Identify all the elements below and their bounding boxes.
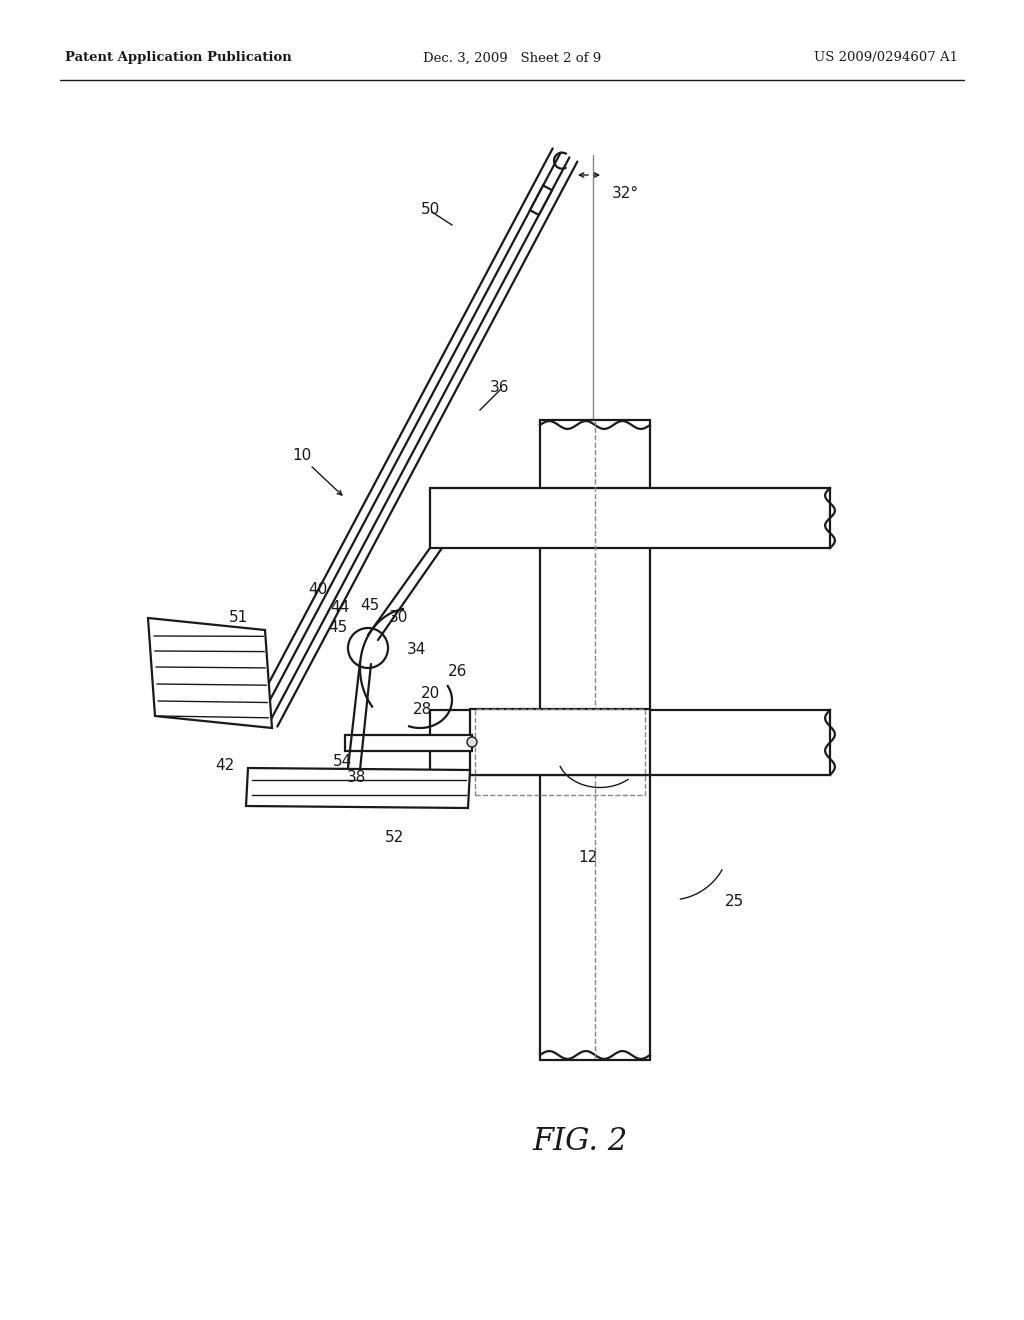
Text: 12: 12 bbox=[579, 850, 598, 866]
Text: 26: 26 bbox=[449, 664, 468, 678]
Bar bbox=[430, 488, 830, 548]
Text: 44: 44 bbox=[331, 601, 349, 615]
Bar bbox=[430, 710, 830, 775]
Text: 10: 10 bbox=[293, 447, 311, 462]
Text: 25: 25 bbox=[725, 895, 744, 909]
Text: 54: 54 bbox=[334, 755, 352, 770]
Bar bbox=[345, 735, 472, 751]
Text: 28: 28 bbox=[413, 702, 432, 718]
Text: 50: 50 bbox=[421, 202, 439, 218]
Text: FIG. 2: FIG. 2 bbox=[532, 1126, 628, 1158]
Text: 36: 36 bbox=[490, 380, 510, 396]
Text: 38: 38 bbox=[346, 771, 366, 785]
Bar bbox=[470, 709, 650, 775]
Text: 20: 20 bbox=[421, 686, 439, 701]
Text: 51: 51 bbox=[228, 610, 248, 626]
Text: 45: 45 bbox=[329, 620, 347, 635]
Text: Patent Application Publication: Patent Application Publication bbox=[65, 51, 292, 65]
Polygon shape bbox=[148, 618, 272, 729]
Text: 42: 42 bbox=[215, 758, 234, 772]
Text: 46: 46 bbox=[175, 663, 195, 677]
Polygon shape bbox=[246, 768, 470, 808]
Bar bbox=[530, 186, 552, 215]
Text: 52: 52 bbox=[384, 830, 403, 846]
Text: US 2009/0294607 A1: US 2009/0294607 A1 bbox=[814, 51, 958, 65]
Text: Dec. 3, 2009   Sheet 2 of 9: Dec. 3, 2009 Sheet 2 of 9 bbox=[423, 51, 601, 65]
Text: 45: 45 bbox=[360, 598, 380, 614]
Circle shape bbox=[467, 737, 477, 747]
Text: 34: 34 bbox=[407, 643, 426, 657]
Text: 30: 30 bbox=[388, 610, 408, 626]
Bar bbox=[475, 709, 645, 795]
Bar bbox=[540, 420, 650, 1060]
Text: 32°: 32° bbox=[611, 186, 639, 201]
Text: 40: 40 bbox=[308, 582, 328, 598]
